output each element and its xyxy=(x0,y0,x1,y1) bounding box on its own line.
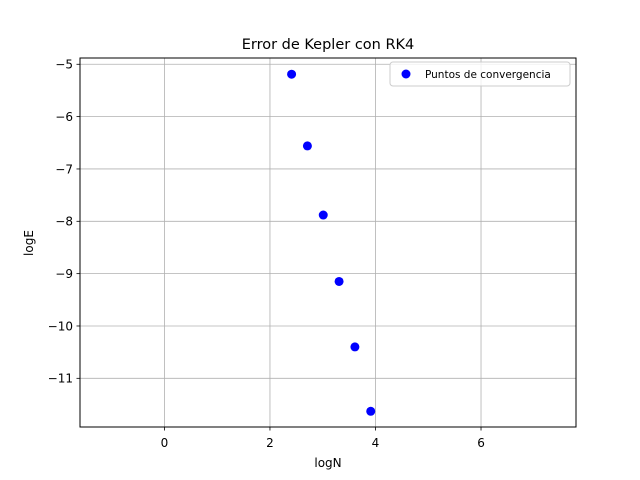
ticks: 0 2 4 6 −5 −6 −7 −8 −9 −10 −11 xyxy=(48,58,485,450)
legend-marker xyxy=(401,69,411,79)
y-tick-label: −6 xyxy=(55,110,73,124)
x-tick-label: 0 xyxy=(161,436,169,450)
data-point xyxy=(287,69,297,79)
y-tick-label: −7 xyxy=(55,162,73,176)
x-axis-label: logN xyxy=(314,456,341,470)
y-tick-label: −8 xyxy=(55,215,73,229)
legend-label: Puntos de convergencia xyxy=(425,69,551,81)
y-axis-label: logE xyxy=(22,230,36,256)
legend-box xyxy=(389,61,571,87)
y-tick-label: −10 xyxy=(48,319,73,333)
data-point xyxy=(350,342,360,352)
y-tick-label: −9 xyxy=(55,267,73,281)
data-point xyxy=(366,406,376,416)
data-points xyxy=(287,69,376,416)
data-point xyxy=(302,141,312,151)
data-point xyxy=(318,210,328,220)
chart-title: Error de Kepler con RK4 xyxy=(242,37,415,53)
plot-frame xyxy=(79,57,577,428)
y-tick-label: −5 xyxy=(55,58,73,72)
x-tick-label: 6 xyxy=(477,436,485,450)
x-tick-label: 2 xyxy=(266,436,274,450)
y-tick-label: −11 xyxy=(48,372,73,386)
x-tick-label: 4 xyxy=(372,436,380,450)
data-point xyxy=(334,276,344,286)
grid xyxy=(80,58,576,427)
legend: Puntos de convergencia xyxy=(389,61,571,87)
